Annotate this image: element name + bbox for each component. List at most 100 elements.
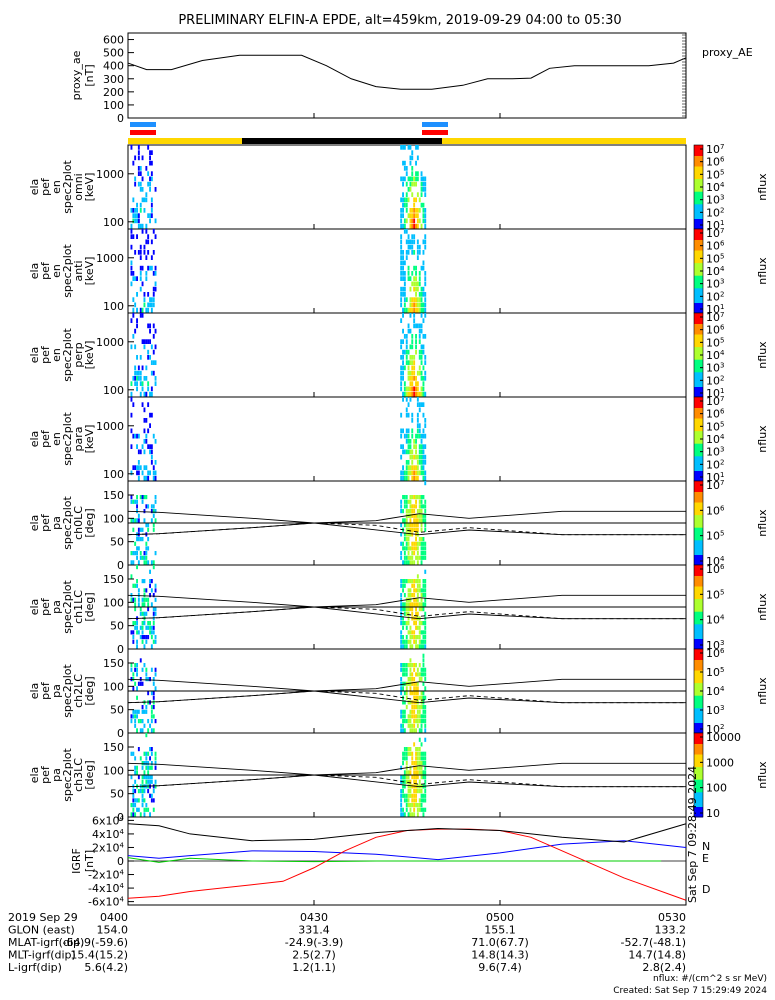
colorbar-segment bbox=[694, 443, 703, 446]
spectrogram-cell bbox=[145, 495, 148, 500]
spectrogram-cell bbox=[415, 307, 417, 313]
spectrogram-cell bbox=[143, 611, 146, 616]
spectrogram-cell bbox=[139, 307, 142, 313]
spectrogram-cell bbox=[411, 728, 414, 733]
spectrogram-cell bbox=[402, 376, 404, 381]
spectrogram-cell bbox=[400, 597, 403, 602]
colorbar-segment bbox=[694, 594, 703, 597]
spectrogram-cell bbox=[422, 202, 425, 208]
spectrogram-cell bbox=[147, 302, 150, 308]
spectrogram-cell bbox=[403, 583, 406, 588]
spectrogram-cell bbox=[407, 386, 410, 392]
colorbar-segment bbox=[694, 399, 703, 402]
spectrogram-cell bbox=[424, 454, 427, 460]
spectrogram-cell bbox=[415, 621, 417, 626]
spectrogram-cell bbox=[403, 433, 406, 439]
spectrogram-cell bbox=[407, 527, 410, 532]
spectrogram-cell bbox=[418, 504, 421, 509]
spectrogram-cell bbox=[411, 803, 414, 808]
colorbar-segment bbox=[694, 426, 703, 429]
spectrogram-cell bbox=[154, 439, 157, 444]
spectrogram-cell bbox=[424, 569, 427, 574]
spectrogram-cell bbox=[402, 360, 404, 365]
spectrogram-cell bbox=[415, 197, 417, 203]
spectrogram-cell bbox=[143, 208, 146, 213]
spectrogram-cell bbox=[145, 475, 148, 481]
spectrogram-cell bbox=[415, 276, 417, 281]
spectrogram-cell bbox=[150, 775, 153, 780]
pa-ytick-label: 100 bbox=[103, 512, 124, 525]
spectrogram-cell bbox=[411, 513, 414, 518]
spectrogram-cell bbox=[141, 381, 144, 386]
spectrogram-cell bbox=[143, 807, 146, 812]
colorbar-segment bbox=[694, 348, 703, 352]
spectrogram-cell bbox=[400, 555, 403, 560]
spectrogram-cell bbox=[409, 663, 412, 668]
spectrogram-cell bbox=[418, 751, 421, 756]
spectrogram-ylabel: spec2plot bbox=[61, 580, 74, 634]
spectrogram-cell bbox=[415, 513, 417, 518]
spectrogram-cell bbox=[405, 560, 408, 565]
energy-ytick-label: 1000 bbox=[96, 252, 124, 265]
colorbar-tick-label: 104 bbox=[706, 555, 725, 568]
colorbar-tick-label: 101 bbox=[706, 387, 724, 400]
spectrogram-cell bbox=[407, 307, 410, 313]
spectrogram-cell bbox=[137, 630, 140, 635]
spectrogram-ylabel: anti bbox=[72, 260, 85, 281]
spectrogram-cell bbox=[400, 691, 403, 696]
spectrogram-cell bbox=[409, 625, 412, 630]
spectrogram-cell bbox=[132, 208, 135, 213]
colorbar-segment bbox=[694, 705, 703, 709]
ephem-value: 5.6(4.2) bbox=[84, 961, 128, 974]
spectrogram-cell bbox=[141, 313, 144, 318]
colorbar-segment bbox=[694, 210, 703, 213]
spectrogram-cell bbox=[422, 349, 425, 355]
spectrogram-cell bbox=[413, 318, 416, 323]
spectrogram-cell bbox=[136, 537, 138, 542]
spectrogram-cell bbox=[420, 323, 423, 329]
spectrogram-cell bbox=[411, 155, 414, 161]
spectrogram-cell bbox=[132, 271, 135, 276]
spectrogram-cell bbox=[405, 218, 408, 224]
colorbar-segment bbox=[694, 153, 703, 156]
spectrogram-cell bbox=[152, 607, 155, 612]
spectrogram-cell bbox=[141, 597, 144, 602]
colorbar-segment bbox=[694, 247, 703, 251]
spectrogram-cell bbox=[132, 433, 135, 439]
spectrogram-cell bbox=[132, 197, 135, 203]
spectrogram-cell bbox=[130, 714, 133, 719]
spectrogram-cell bbox=[415, 779, 417, 784]
spectrogram-cell bbox=[416, 593, 419, 598]
spectrogram-cell bbox=[422, 756, 425, 761]
spectrogram-cell bbox=[416, 574, 419, 579]
spectrogram-cell bbox=[150, 360, 153, 365]
spectrogram-cell bbox=[150, 160, 153, 166]
spectrogram-cell bbox=[422, 579, 425, 584]
spectrogram-cell bbox=[150, 412, 153, 418]
colorbar-segment bbox=[694, 632, 703, 635]
spectrogram-cell bbox=[141, 635, 144, 640]
spectrogram-cell bbox=[134, 625, 137, 630]
colorbar-segment bbox=[694, 462, 703, 465]
spectrogram-cell bbox=[143, 635, 146, 640]
pa-ytick-label: 100 bbox=[103, 596, 124, 609]
spectrogram-cell bbox=[402, 255, 404, 260]
side-timestamp: Sat Sep 7 09:28:49 2024 bbox=[686, 766, 699, 903]
spectrogram-cell bbox=[403, 386, 406, 392]
spectrogram-cell bbox=[409, 391, 412, 397]
spectrogram-cell bbox=[145, 807, 148, 812]
spectrogram-cell bbox=[402, 761, 404, 766]
spectrogram-cell bbox=[405, 334, 408, 339]
spectrogram-cell bbox=[424, 621, 427, 626]
spectrogram-cell bbox=[402, 365, 404, 371]
spectrogram-cell bbox=[145, 803, 148, 808]
colorbar-segment bbox=[694, 644, 703, 648]
spectrogram-cell bbox=[147, 145, 150, 150]
spectrogram-cell bbox=[134, 276, 137, 281]
spectrogram-cell bbox=[422, 714, 425, 719]
spectrogram-cell bbox=[403, 770, 406, 775]
spectrogram-ylabel: ch0LC bbox=[72, 506, 85, 540]
spectrogram-cell bbox=[400, 286, 403, 292]
spectrogram-cell bbox=[402, 495, 404, 500]
